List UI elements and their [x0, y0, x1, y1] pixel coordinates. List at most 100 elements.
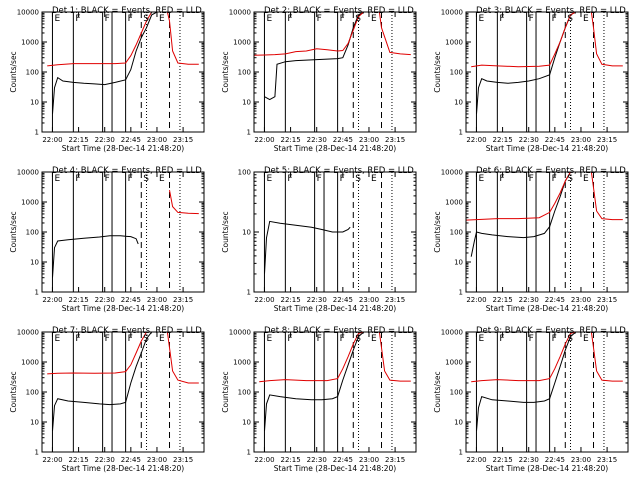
x-tick-label: 23:15	[173, 296, 193, 304]
panel-title: Det 7: BLACK = Events, RED = LLD	[52, 326, 202, 336]
flag-label: F	[105, 14, 110, 24]
x-tick-label: 22:30	[95, 296, 115, 304]
x-tick-label: 22:00	[466, 136, 486, 144]
y-tick-label: 100	[238, 69, 251, 77]
panel-title: Det 9: BLACK = Events, RED = LLD	[476, 326, 626, 336]
x-tick-label: 22:00	[42, 136, 62, 144]
flag-label: F	[317, 14, 322, 24]
y-tick-label: 100	[26, 229, 39, 237]
flag-label: S	[143, 14, 149, 24]
series-line-events	[52, 332, 153, 432]
x-tick-label: 22:15	[280, 296, 300, 304]
series-line-events	[52, 235, 139, 278]
y-tick-label: 100	[450, 389, 463, 397]
x-tick-label: 23:00	[571, 456, 591, 464]
y-axis-label: Counts/sec	[9, 211, 18, 252]
y-tick-label: 1000	[21, 39, 39, 47]
flag-label: F	[75, 14, 80, 24]
y-tick-label: 1	[459, 289, 463, 297]
flag-label: E	[159, 334, 165, 344]
x-tick-label: 22:45	[333, 136, 353, 144]
x-tick-label: 22:00	[254, 456, 274, 464]
x-tick-label: 22:45	[121, 136, 141, 144]
y-tick-label: 10000	[17, 329, 39, 337]
flag-label: F	[128, 14, 133, 24]
panel-title: Det 6: BLACK = Events, RED = LLD	[476, 166, 626, 176]
series-line-lld	[47, 332, 199, 384]
y-tick-label: 1	[35, 449, 39, 457]
flag-label: F	[317, 174, 322, 184]
x-tick-label: 22:45	[545, 296, 565, 304]
flag-label: F	[552, 174, 557, 184]
y-tick-label: 10000	[441, 169, 463, 177]
x-tick-label: 22:30	[307, 296, 327, 304]
y-tick-label: 100	[238, 169, 251, 177]
y-tick-label: 10	[454, 419, 463, 427]
series-line-events	[264, 332, 365, 432]
x-tick-label: 23:00	[147, 136, 167, 144]
flag-label: F	[340, 174, 345, 184]
x-tick-label: 22:00	[254, 296, 274, 304]
flag-label: F	[317, 334, 322, 344]
panel-title: Det 8: BLACK = Events, RED = LLD	[264, 326, 414, 336]
flag-label: F	[340, 14, 345, 24]
series-line-events	[476, 332, 577, 432]
series-line-events	[52, 12, 173, 114]
flag-label: F	[105, 334, 110, 344]
flag-label: E	[583, 14, 589, 24]
flag-label: S	[567, 174, 573, 184]
flag-label: F	[499, 334, 504, 344]
x-tick-label: 22:00	[466, 296, 486, 304]
x-tick-label: 23:00	[571, 136, 591, 144]
series-group	[47, 12, 199, 114]
panel-title: Det 4: BLACK = Events, RED = LLD	[52, 166, 202, 176]
y-axis-label: Counts/sec	[433, 211, 442, 252]
flag-label: F	[75, 174, 80, 184]
series-line-events	[476, 12, 576, 114]
x-tick-label: 22:15	[492, 456, 512, 464]
x-tick-label: 22:15	[68, 296, 88, 304]
flag-label: E	[371, 334, 377, 344]
x-axis-label: Start Time (28-Dec-14 21:48:20)	[274, 144, 396, 153]
x-tick-label: 22:45	[545, 136, 565, 144]
series-group	[466, 172, 623, 257]
series-group	[471, 12, 623, 114]
flag-label: E	[478, 174, 484, 184]
y-tick-label: 10000	[441, 9, 463, 17]
y-tick-label: 10	[242, 99, 251, 107]
x-tick-label: 23:15	[385, 136, 405, 144]
y-tick-label: 1000	[233, 359, 251, 367]
y-axis-label: Counts/sec	[433, 51, 442, 92]
flag-label: F	[529, 334, 534, 344]
series-line-lld	[169, 190, 199, 215]
x-tick-label: 23:15	[385, 456, 405, 464]
flag-label: S	[567, 334, 573, 344]
series-group	[52, 190, 199, 278]
flag-label: F	[287, 14, 292, 24]
series-group	[259, 332, 411, 432]
flag-label: E	[371, 174, 377, 184]
y-tick-label: 10000	[229, 329, 251, 337]
flag-label: S	[143, 334, 149, 344]
y-tick-label: 10	[30, 419, 39, 427]
x-axis-label: Start Time (28-Dec-14 21:48:20)	[486, 144, 608, 153]
y-tick-label: 10000	[229, 9, 251, 17]
y-tick-label: 10	[30, 259, 39, 267]
series-line-lld	[471, 12, 623, 68]
flag-label: F	[552, 334, 557, 344]
x-axis-label: Start Time (28-Dec-14 21:48:20)	[62, 464, 184, 473]
y-axis-label: Counts/sec	[9, 51, 18, 92]
flag-label: E	[478, 334, 484, 344]
panel-title: Det 1: BLACK = Events, RED = LLD	[52, 6, 202, 16]
flag-label: E	[583, 174, 589, 184]
x-tick-label: 23:00	[359, 456, 379, 464]
flag-label: E	[583, 334, 589, 344]
series-line-lld	[466, 172, 623, 221]
x-tick-label: 22:00	[42, 456, 62, 464]
